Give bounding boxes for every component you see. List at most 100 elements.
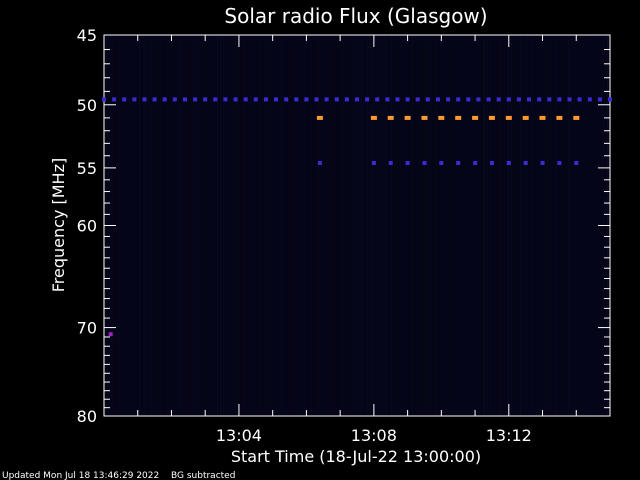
noise-streak [370, 36, 371, 415]
noise-streak [541, 36, 542, 415]
feature-segment-blue [489, 161, 494, 165]
feature-segment-blue [233, 97, 238, 102]
feature-segment-blue [395, 97, 400, 102]
noise-streak [136, 36, 137, 415]
noise-streak [361, 36, 362, 415]
noise-streak [319, 36, 320, 415]
noise-streak [304, 36, 305, 415]
noise-streak [373, 36, 374, 415]
y-axis: 45 50 55 60 70 80 [77, 26, 610, 426]
x-tick-label: 13:08 [351, 426, 397, 445]
noise-streak [382, 36, 383, 415]
noise-streak [199, 36, 200, 415]
noise-streak [172, 36, 173, 415]
noise-streak [364, 36, 365, 415]
noise-streak [436, 36, 437, 415]
feature-segment-blue [223, 97, 228, 102]
noise-streak [469, 36, 470, 415]
noise-streak [529, 36, 530, 415]
noise-streak [133, 36, 134, 415]
feature-segment-orange [404, 115, 411, 120]
feature-segment-orange [573, 115, 580, 120]
noise-streak [592, 36, 593, 415]
feature-segment-blue [436, 97, 440, 102]
bg-subtracted-note: BG subtracted [171, 471, 235, 480]
noise-streak [331, 36, 332, 415]
noise-streak [268, 36, 269, 415]
noise-streak [178, 36, 179, 415]
feature-segment-blue [506, 161, 511, 165]
noise-streak [490, 36, 491, 415]
feature-segment-blue [213, 97, 218, 102]
noise-streak [415, 36, 416, 415]
feature-segment-orange [438, 115, 445, 120]
feature-segment-blue [537, 97, 542, 102]
noise-streak [472, 36, 473, 415]
noise-streak [163, 36, 164, 415]
noise-streak [430, 36, 431, 415]
feature-segment-orange [387, 115, 394, 120]
feature-segment-blue [183, 97, 187, 102]
chart-title: Solar radio Flux (Glasgow) [224, 4, 487, 28]
noise-streak [427, 36, 428, 415]
feature-segment-blue [274, 97, 278, 102]
noise-streak [226, 36, 227, 415]
noise-streak [514, 36, 515, 415]
noise-streak [211, 36, 212, 415]
noise-streak [286, 36, 287, 415]
noise-streak [484, 36, 485, 415]
noise-streak [511, 36, 512, 415]
noise-streak [256, 36, 257, 415]
noise-streak [574, 36, 575, 415]
feature-segment-blue [142, 97, 147, 102]
noise-streak [196, 36, 197, 415]
feature-segment-blue [516, 97, 521, 102]
noise-streak [547, 36, 548, 415]
noise-streak [457, 36, 458, 415]
noise-streak [118, 36, 119, 415]
noise-streak [280, 36, 281, 415]
feature-segment-blue [132, 97, 137, 102]
noise-streak [376, 36, 377, 415]
feature-segment-blue [473, 161, 478, 165]
feature-segment-orange [370, 115, 377, 120]
x-tick-label: 13:04 [216, 426, 262, 445]
feature-segment-blue [506, 97, 511, 102]
noise-streak [310, 36, 311, 415]
noise-streak [334, 36, 335, 415]
noise-streak [205, 36, 206, 415]
x-axis: 13:04 13:08 13:12 [137, 35, 577, 445]
noise-streak [406, 36, 407, 415]
noise-streak [559, 36, 560, 415]
noise-streak [154, 36, 155, 415]
feature-segment-blue [456, 161, 461, 165]
feature-segment-blue [284, 97, 289, 102]
feature-segment-blue [294, 97, 299, 102]
y-axis-label: Frequency [MHz] [49, 158, 68, 292]
noise-streak [223, 36, 224, 415]
feature-segment-magenta [108, 332, 113, 337]
feature-segment-blue [456, 97, 461, 102]
feature-segment-blue [425, 97, 430, 102]
feature-segment-blue [375, 97, 380, 102]
noise-streak [421, 36, 422, 415]
updated-timestamp: Updated Mon Jul 18 13:46:29 2022 [2, 471, 159, 480]
feature-segment-blue [567, 97, 572, 102]
noise-streak [169, 36, 170, 415]
noise-streak [124, 36, 125, 415]
noise-streak [553, 36, 554, 415]
feature-segment-blue [314, 97, 319, 102]
noise-streak [412, 36, 413, 415]
noise-streak [145, 36, 146, 415]
noise-streak [358, 36, 359, 415]
noise-streak [235, 36, 236, 415]
noise-streak [175, 36, 176, 415]
noise-streak [517, 36, 518, 415]
noise-streak [301, 36, 302, 415]
noise-streak [220, 36, 221, 415]
noise-streak [379, 36, 380, 415]
feature-segment-blue [557, 161, 562, 165]
noise-streak [181, 36, 182, 415]
noise-streak [343, 36, 344, 415]
